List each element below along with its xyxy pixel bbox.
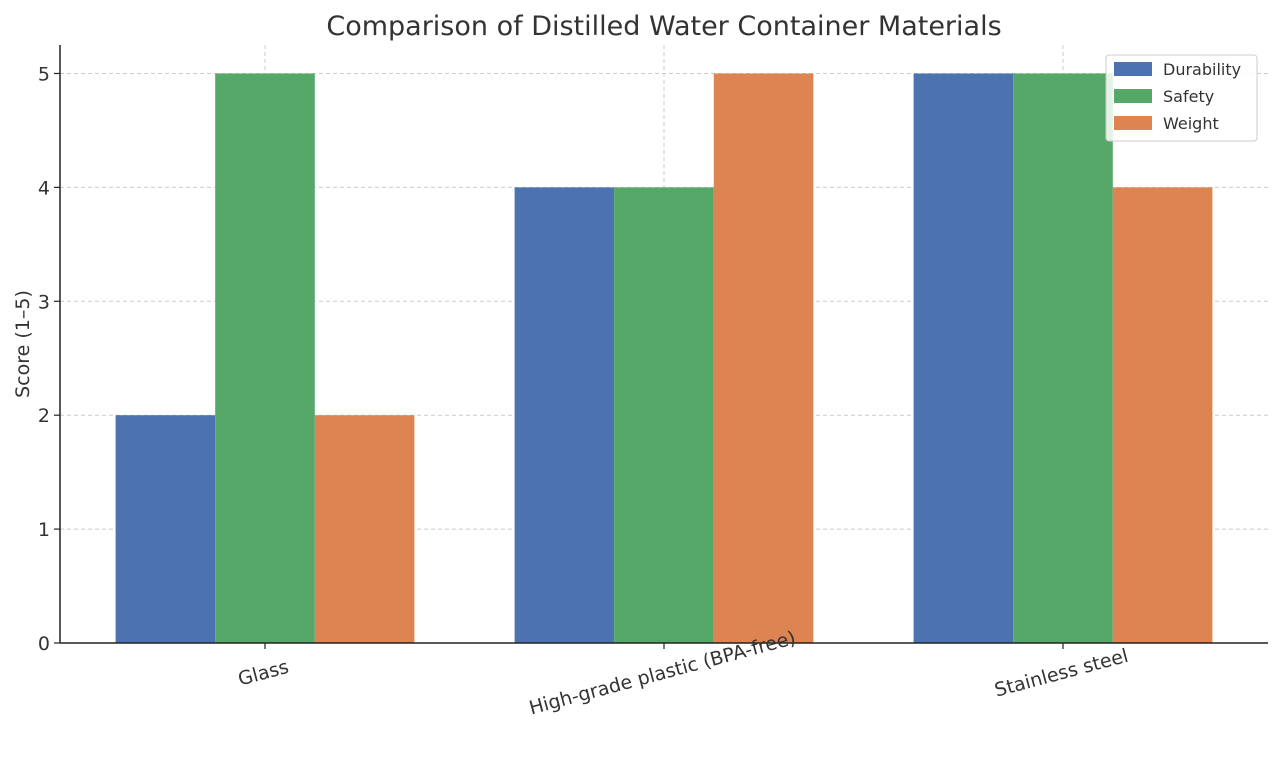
x-tick-label: Stainless steel [992,645,1130,702]
chart-title: Comparison of Distilled Water Container … [326,11,1001,42]
y-tick-label: 3 [38,291,50,313]
bars [115,73,1213,644]
legend-label-safety: Safety [1163,87,1214,106]
legend-swatch-safety [1114,89,1152,103]
legend-swatch-durability [1114,62,1152,76]
legend-label-weight: Weight [1163,114,1219,133]
bar-durability-1 [514,187,615,643]
bar-durability-0 [115,415,216,643]
y-tick-label: 2 [38,405,50,427]
legend-swatch-weight [1114,116,1152,130]
y-tick-label: 4 [38,177,50,199]
bar-safety-2 [1013,73,1113,644]
y-ticks: 0 1 2 3 4 5 [38,63,60,655]
y-tick-label: 1 [38,519,50,541]
bar-safety-1 [614,187,714,643]
legend-label-durability: Durability [1163,60,1241,79]
bar-weight-1 [713,73,814,644]
legend: Durability Safety Weight [1105,54,1258,142]
bar-durability-2 [913,73,1014,644]
bar-safety-0 [215,73,315,644]
x-tick-label: Glass [236,656,291,691]
bar-weight-0 [314,415,415,643]
y-tick-label: 0 [38,633,50,655]
bar-weight-2 [1112,187,1213,643]
y-axis-label: Score (1–5) [12,290,34,398]
y-tick-label: 5 [38,63,50,85]
